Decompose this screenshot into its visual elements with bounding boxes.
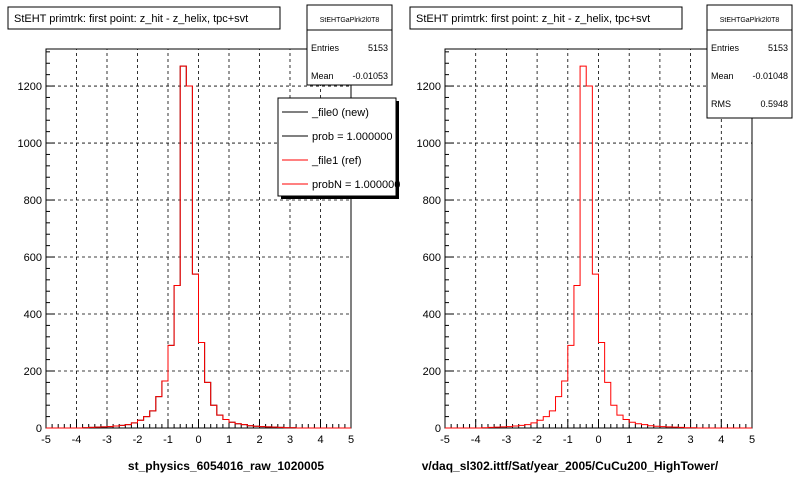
chart1-y-tick-label: 1200 <box>18 81 42 93</box>
chart1-legend-label: _file1 (ref) <box>311 155 362 167</box>
chart1-y-tick-label: 400 <box>24 309 42 321</box>
chart2-y-tick-label: 1200 <box>417 81 441 93</box>
chart2-y-tick-label: 1000 <box>417 138 441 150</box>
chart1-stats-value: -0.01053 <box>352 71 388 81</box>
chart1-x-axis-label: st_physics_6054016_raw_1020005 <box>128 459 324 473</box>
chart2-stats-name: StEHTGaPlrk2l0T8 <box>720 17 780 24</box>
chart2-stats-value: 5153 <box>768 43 788 53</box>
chart2-plot-frame <box>444 48 753 429</box>
chart1-x-tick-label: 1 <box>226 434 232 446</box>
chart2-x-tick-label: -3 <box>502 434 512 446</box>
chart2-series-1-line <box>445 65 752 429</box>
chart2-x-tick-label: -4 <box>471 434 481 446</box>
chart1-x-tick-label: -1 <box>163 434 173 446</box>
chart2-y-tick-label: 0 <box>435 423 441 435</box>
chart1-y-tick-label: 200 <box>24 366 42 378</box>
chart1-stats-label: Mean <box>311 71 334 81</box>
chart2-stats-label: Entries <box>711 43 740 53</box>
chart1-x-tick-label: -3 <box>102 434 112 446</box>
chart2-x-tick-label: -5 <box>440 434 450 446</box>
chart1-stats-value: 5153 <box>368 43 388 53</box>
chart1-title-box <box>7 6 281 30</box>
chart1-x-tick-label: 4 <box>317 434 323 446</box>
chart1-x-tick-label: 3 <box>287 434 293 446</box>
chart1-y-tick-label: 600 <box>24 252 42 264</box>
chart2-x-axis-label: v/daq_sl302.ittf/Sat/year_2005/CuCu200_H… <box>422 459 719 473</box>
chart1-legend-label: prob = 1.000000 <box>312 131 392 143</box>
chart2-x-tick-label: -2 <box>532 434 542 446</box>
chart1-title: StEHT primtrk: first point: z_hit - z_he… <box>14 13 248 25</box>
chart2-x-tick-label: 1 <box>626 434 632 446</box>
chart1-stats-name: StEHTGaPlrk2l0T8 <box>320 17 380 24</box>
chart2-title: StEHT primtrk: first point: z_hit - z_he… <box>416 13 650 25</box>
chart1-series-2-line <box>46 65 351 429</box>
chart1-stats-label: Entries <box>311 43 340 53</box>
chart1-y-tick-label: 0 <box>36 423 42 435</box>
chart2-stats-value: -0.01048 <box>752 71 788 81</box>
chart1-x-tick-label: 0 <box>195 434 201 446</box>
chart2-stats-label: Mean <box>711 71 734 81</box>
chart2-stats-box <box>706 4 793 119</box>
chart1-legend-label: _file0 (new) <box>311 107 369 119</box>
chart2-x-tick-label: 2 <box>657 434 663 446</box>
chart2-stats-value: 0.5948 <box>760 99 788 109</box>
chart1-x-tick-label: -2 <box>133 434 143 446</box>
chart1-x-tick-label: 5 <box>348 434 354 446</box>
chart1-y-tick-label: 800 <box>24 195 42 207</box>
chart2-title-box <box>409 6 683 30</box>
chart2-y-tick-label: 200 <box>423 366 441 378</box>
chart2-y-tick-label: 400 <box>423 309 441 321</box>
chart2-x-tick-label: -1 <box>563 434 573 446</box>
chart1-legend-label: probN = 1.000000 <box>312 179 400 191</box>
chart2-x-tick-label: 4 <box>718 434 724 446</box>
chart1-legend-box <box>277 97 397 197</box>
chart1-x-tick-label: -4 <box>72 434 82 446</box>
chart1-x-tick-label: -5 <box>41 434 51 446</box>
chart2-y-tick-label: 800 <box>423 195 441 207</box>
chart2-x-tick-label: 0 <box>595 434 601 446</box>
chart1-y-tick-label: 1000 <box>18 138 42 150</box>
chart1-x-tick-label: 2 <box>256 434 262 446</box>
chart2-x-tick-label: 5 <box>749 434 755 446</box>
chart2-x-tick-label: 3 <box>688 434 694 446</box>
chart2-y-tick-label: 600 <box>423 252 441 264</box>
chart1-stats-box <box>306 4 393 86</box>
chart2-stats-label: RMS <box>711 99 731 109</box>
